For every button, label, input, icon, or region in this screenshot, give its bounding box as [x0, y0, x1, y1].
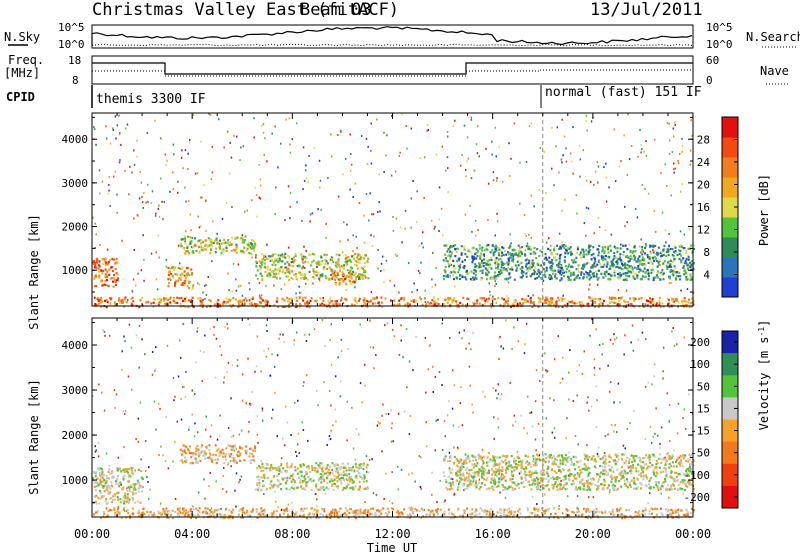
- y-tick-label: 3000: [62, 177, 89, 190]
- echo-region: [167, 266, 195, 290]
- power-colorbar-tick: 16: [697, 201, 710, 214]
- nave-tick-top: 60: [706, 54, 719, 67]
- nsearch-series-line: [91, 43, 693, 47]
- freq-tick-top: 18: [68, 54, 81, 67]
- power-colorbar-label: Power [dB]: [757, 174, 771, 246]
- y-tick-label: 3000: [62, 384, 89, 397]
- velocity-colorbar-swatch: [722, 353, 738, 376]
- y-tick-label: 1000: [62, 264, 89, 277]
- velocity-colorbar-tick: -200: [684, 491, 711, 504]
- nsearch-label: N.Search: [746, 30, 800, 44]
- power-panel: 1000 2000 3000 4000: [62, 112, 695, 309]
- velocity-colorbar-tick: 15: [697, 402, 710, 415]
- power-colorbar-tick: 28: [697, 134, 710, 147]
- echo-region: [442, 244, 695, 282]
- noise-tick-bottom-left: 10^0: [58, 38, 85, 51]
- nsky-label: N.Sky: [4, 30, 40, 44]
- power-colorbar-swatch: [722, 217, 738, 238]
- velocity-colorbar-tick: -50: [690, 447, 710, 460]
- figure-title: Christmas Valley East (fitACF): [92, 0, 399, 20]
- y-tick-label: 2000: [62, 429, 89, 442]
- freq-panel: Freq. [MHz] 18 8 60 0 Nave: [4, 53, 790, 87]
- x-tick-label: 08:00: [274, 527, 310, 541]
- echo-region: [442, 453, 695, 492]
- velocity-colorbar-swatch: [722, 441, 738, 465]
- velocity-colorbar-tick: 100: [690, 358, 710, 371]
- nsky-series-line: [91, 26, 693, 46]
- echo-region: [92, 466, 144, 505]
- velocity-colorbar-tick: -100: [684, 469, 711, 482]
- x-tick-label: 20:00: [575, 527, 611, 541]
- velocity-colorbar-tick: 50: [697, 380, 710, 393]
- power-colorbar-swatch: [722, 157, 738, 178]
- y-tick-label: 1000: [62, 474, 89, 487]
- freq-label: Freq.: [8, 53, 44, 67]
- velocity-colorbar-tick: -15: [690, 425, 710, 438]
- power-colorbar-tick: 4: [703, 269, 710, 282]
- echo-region: [254, 462, 370, 492]
- power-ylabel: Slant Range [km]: [27, 214, 41, 330]
- y-tick-label: 4000: [62, 133, 89, 146]
- x-tick-label: 12:00: [374, 527, 410, 541]
- power-colorbar-swatch: [722, 257, 738, 278]
- velocity-colorbar-swatch: [722, 463, 738, 487]
- velocity-colorbar-swatch: [722, 331, 738, 354]
- xlabel: Time UT: [367, 541, 418, 554]
- echo-region: [179, 235, 257, 255]
- echo-region: [179, 444, 257, 465]
- power-colorbar-swatch: [722, 277, 738, 298]
- velocity-colorbar-label: Velocity [m s-1]: [757, 320, 772, 431]
- x-tick-label: 00:00: [675, 527, 711, 541]
- nave-tick-bottom: 0: [706, 74, 713, 87]
- noise-tick-top-left: 10^5: [58, 21, 85, 34]
- power-colorbar-swatch: [722, 117, 738, 138]
- echo-region: [330, 271, 357, 286]
- power-colorbar-tick: 8: [703, 246, 710, 259]
- cpid-panel: CPID themis 3300 IF normal (fast) 151 IF: [6, 85, 702, 108]
- cpid-block-1: themis 3300 IF: [96, 92, 206, 107]
- velocity-colorbar-swatch: [722, 419, 738, 443]
- velocity-panel: 1000 2000 3000 4000: [62, 317, 695, 520]
- y-tick-label: 2000: [62, 221, 89, 234]
- velocity-colorbar-swatch: [722, 397, 738, 420]
- freq-series-line: [92, 62, 693, 75]
- cpid-block-2: normal (fast) 151 IF: [545, 85, 702, 100]
- date-label: 13/Jul/2011: [590, 0, 703, 20]
- velocity-colorbar-swatch: [722, 485, 738, 509]
- nave-label: Nave: [760, 64, 789, 78]
- x-tick-label: 00:00: [74, 527, 110, 541]
- velocity-ylabel: Slant Range [km]: [27, 379, 41, 495]
- power-colorbar: 4 8 12 16 20 24 28: [697, 116, 739, 298]
- velocity-colorbar-tick: 200: [690, 336, 710, 349]
- freq-tick-bottom: 8: [72, 74, 79, 87]
- power-colorbar-tick: 24: [697, 156, 711, 169]
- time-axis: 00:00 04:00 08:00 12:00 16:00 20:00 00:00: [74, 527, 711, 541]
- power-colorbar-tick: 12: [697, 224, 710, 237]
- power-colorbar-swatch: [722, 197, 738, 218]
- velocity-colorbar: 200 100 50 15 -15 -50 -100 -200: [684, 330, 739, 509]
- freq-unit-label: [MHz]: [4, 66, 40, 80]
- echo-region: [254, 252, 370, 282]
- velocity-colorbar-swatch: [722, 375, 738, 398]
- power-colorbar-swatch: [722, 177, 738, 198]
- echo-region: [92, 257, 119, 288]
- beam-label: Beam 03: [300, 0, 372, 20]
- noise-tick-top-right: 10^5: [706, 21, 733, 34]
- y-tick-label: 4000: [62, 339, 89, 352]
- power-colorbar-swatch: [722, 137, 738, 158]
- power-colorbar-tick: 20: [697, 179, 710, 192]
- nave-series-line: [92, 69, 693, 77]
- noise-panel: N.Sky 10^5 10^0 10^5 10^0 N.Search: [4, 21, 800, 51]
- x-tick-label: 04:00: [174, 527, 210, 541]
- noise-tick-bottom-right: 10^0: [706, 38, 733, 51]
- cpid-label: CPID: [6, 90, 35, 104]
- power-colorbar-swatch: [722, 237, 738, 258]
- x-tick-label: 16:00: [475, 527, 511, 541]
